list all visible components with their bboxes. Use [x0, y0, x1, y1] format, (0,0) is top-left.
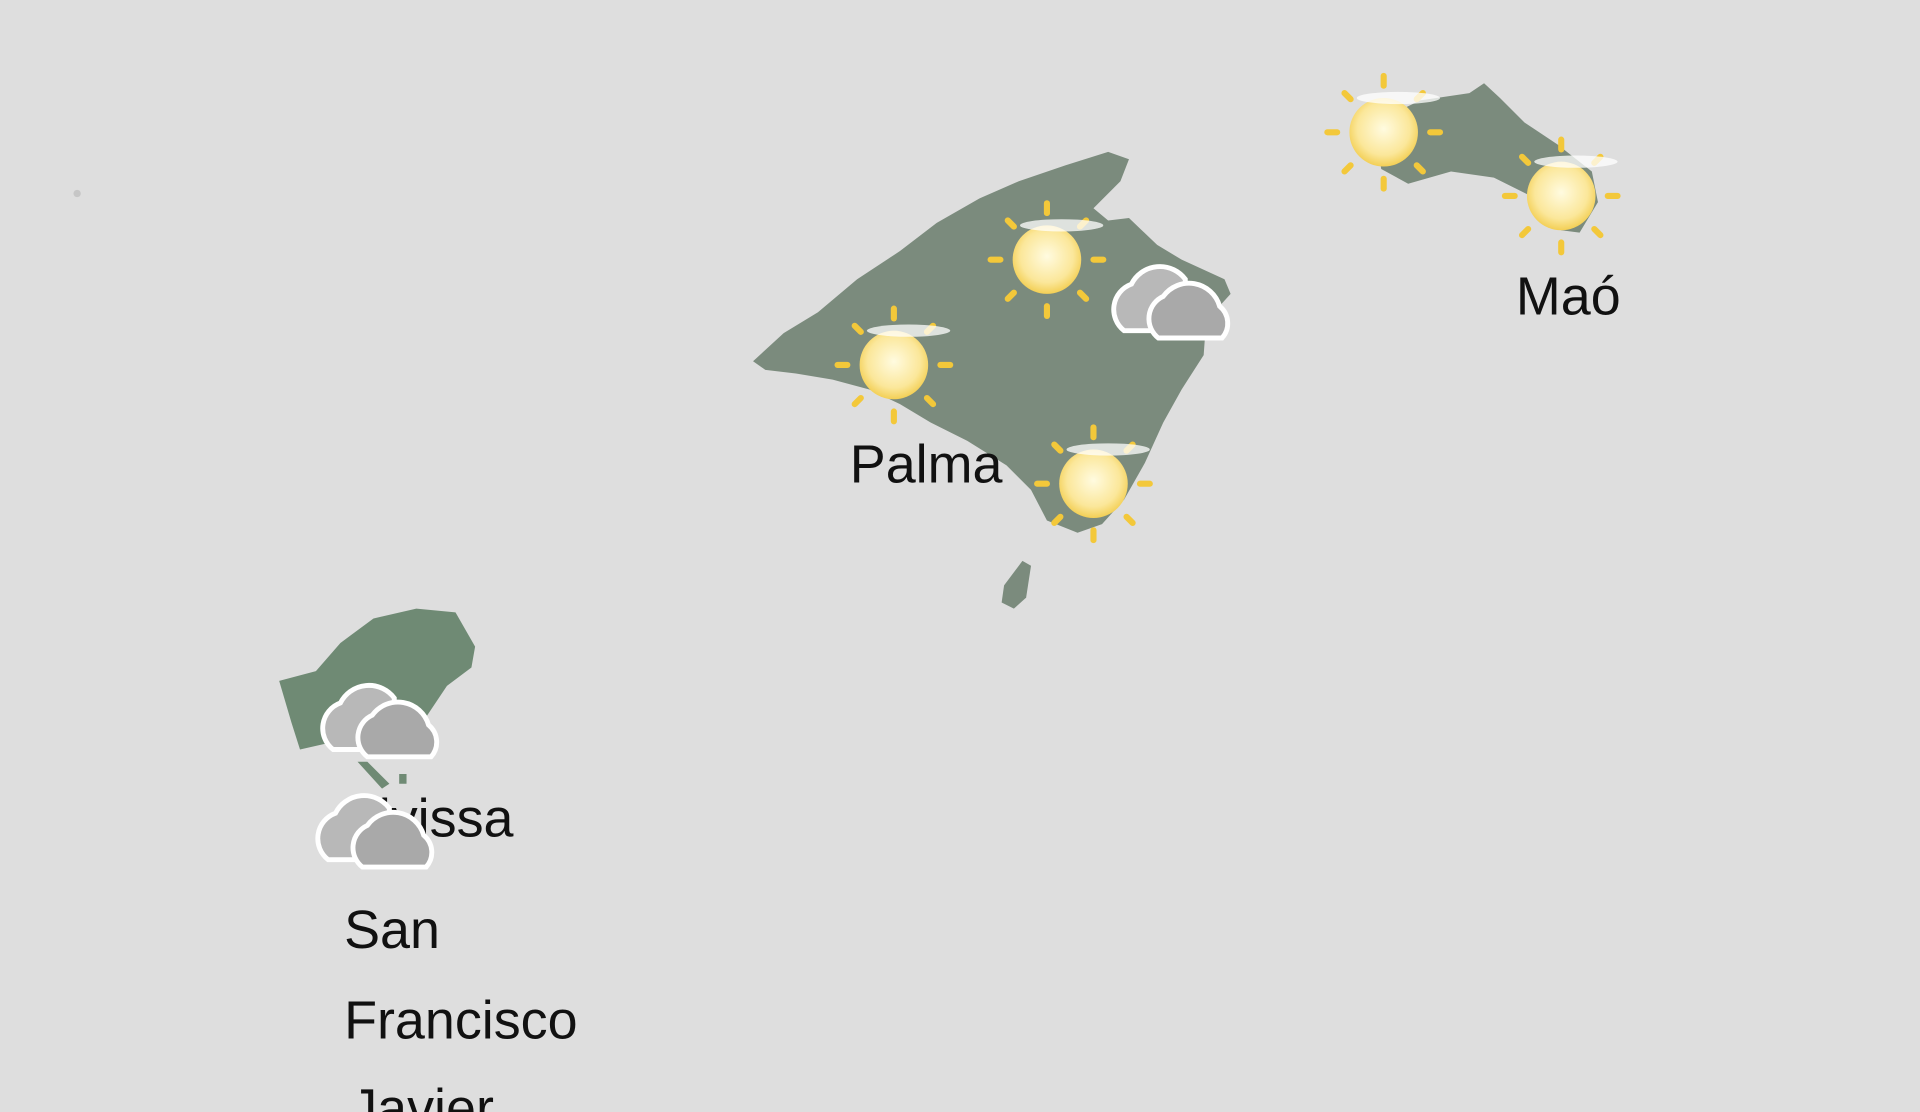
formentera-islets: [357, 761, 407, 789]
place-label-palma[interactable]: Palma: [850, 435, 1003, 495]
mallorca-island: [753, 151, 1231, 533]
label-line-3: Javier: [350, 1079, 494, 1112]
place-label-mao[interactable]: Maó: [1516, 267, 1621, 327]
sun-icon: [1505, 140, 1618, 253]
label-line-1: San: [344, 900, 440, 960]
place-label-san-francisco-javier[interactable]: San Francisco Javier: [344, 900, 592, 1112]
islet: [73, 189, 81, 198]
cabrera-island: [1001, 560, 1032, 609]
label-line-2: Francisco: [344, 991, 578, 1051]
